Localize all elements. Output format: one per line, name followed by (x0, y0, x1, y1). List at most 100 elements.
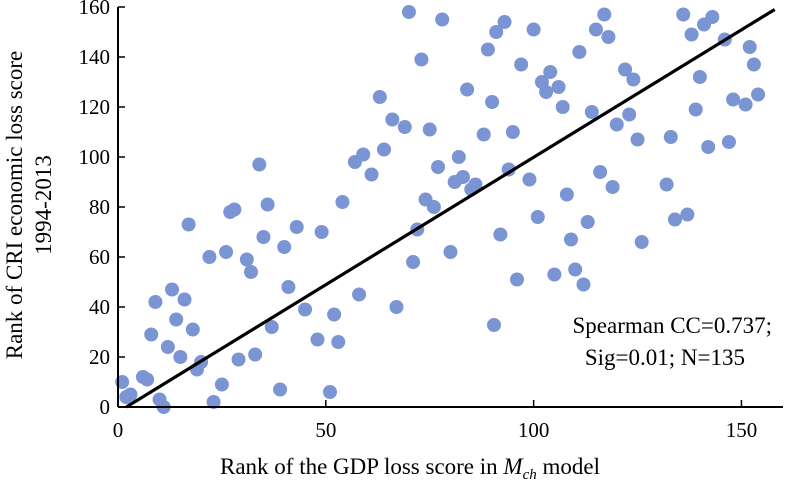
data-point (364, 167, 379, 182)
data-point (663, 130, 678, 144)
data-point (738, 97, 753, 112)
y-axis-ticks: 0 20 40 60 80 100 120 140 160 (79, 0, 125, 419)
data-point (593, 165, 608, 179)
data-point (526, 22, 541, 37)
y-tick-label: 120 (79, 95, 111, 119)
data-point (239, 252, 254, 267)
data-point (289, 220, 304, 234)
data-point (401, 5, 416, 19)
data-point (580, 215, 595, 229)
data-point (618, 62, 633, 77)
data-point (555, 100, 570, 114)
data-point (252, 157, 267, 172)
data-point (667, 212, 682, 227)
x-tick-label: 0 (113, 418, 124, 442)
data-point (676, 7, 691, 22)
y-tick-label: 160 (79, 0, 111, 19)
data-point (634, 235, 649, 249)
y-tick-label: 140 (79, 45, 111, 69)
data-point (206, 395, 221, 409)
data-point (460, 82, 475, 97)
data-point (435, 12, 450, 27)
data-point (530, 210, 545, 224)
data-point (726, 92, 741, 107)
data-point (572, 45, 587, 59)
data-point (385, 112, 400, 127)
data-point (185, 322, 200, 337)
data-point (314, 225, 329, 239)
data-point (264, 320, 279, 334)
x-axis-ticks: 0 50 100 150 (113, 400, 757, 442)
data-point (588, 22, 603, 37)
legend-line1: Spearman CC=0.737; (572, 313, 772, 338)
data-point (397, 120, 412, 134)
data-point (522, 172, 537, 187)
x-tick-label: 50 (315, 418, 336, 442)
data-point (480, 42, 495, 57)
data-point (564, 232, 579, 247)
data-point (123, 387, 138, 402)
data-point (406, 255, 421, 269)
data-point (659, 177, 674, 192)
data-point (214, 377, 229, 392)
data-point (227, 202, 242, 217)
data-point (414, 52, 429, 67)
data-point (160, 340, 175, 354)
data-point (601, 30, 616, 44)
data-point (426, 200, 441, 214)
data-point (547, 267, 562, 282)
x-tick-label: 150 (726, 418, 758, 442)
data-point (244, 265, 258, 279)
data-point (231, 352, 246, 367)
data-point (431, 160, 446, 174)
data-point (144, 327, 159, 342)
data-point (476, 127, 491, 142)
data-point (559, 187, 574, 202)
y-tick-label: 0 (100, 395, 111, 419)
y-tick-label: 60 (89, 245, 110, 269)
y-axis-title-line1: Rank of CRI economic loss score (2, 51, 27, 360)
legend-line2: Sig=0.01; N=135 (585, 345, 745, 370)
data-point (281, 280, 296, 294)
data-point (584, 105, 599, 119)
data-point (543, 65, 558, 79)
data-point (181, 217, 196, 232)
legend-marker (487, 318, 501, 332)
data-point (622, 107, 637, 122)
data-point (493, 227, 508, 242)
data-point (422, 122, 437, 137)
legend: Spearman CC=0.737; Sig=0.01; N=135 (487, 313, 772, 370)
data-point (256, 230, 271, 244)
data-point (568, 262, 583, 277)
data-point (485, 95, 500, 109)
data-point (684, 27, 699, 42)
data-point (273, 382, 288, 397)
data-point (377, 142, 391, 157)
data-point (148, 295, 163, 309)
data-point (177, 292, 192, 307)
data-point (514, 57, 529, 72)
data-point (169, 312, 184, 327)
y-tick-label: 40 (89, 295, 110, 319)
data-point (609, 117, 624, 132)
data-point (322, 385, 337, 399)
data-point (692, 70, 707, 84)
data-point (576, 277, 591, 292)
data-point (260, 197, 275, 212)
data-point (356, 147, 371, 162)
data-point (489, 25, 504, 39)
regression-line (125, 8, 776, 409)
y-tick-label: 100 (79, 145, 111, 169)
data-point (451, 150, 466, 164)
data-point (327, 307, 342, 322)
data-point (510, 272, 524, 287)
data-point (630, 132, 645, 147)
data-point (140, 372, 155, 387)
data-point (165, 282, 180, 297)
y-tick-label: 20 (89, 345, 110, 369)
data-points (115, 5, 766, 414)
data-point (352, 287, 367, 302)
y-axis-title: Rank of CRI economic loss score 1994-201… (2, 51, 56, 360)
x-axis-title: Rank of the GDP loss score in Mch model (220, 454, 600, 483)
